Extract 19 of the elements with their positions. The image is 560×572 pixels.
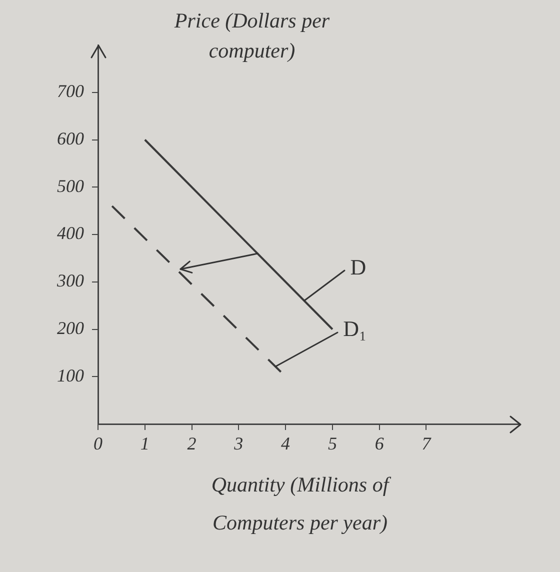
x-tick-label: 4	[281, 434, 290, 454]
y-tick-label: 600	[57, 128, 84, 148]
y-tick-label: 100	[57, 365, 84, 386]
y-tick-label: 700	[57, 81, 84, 102]
x-tick-label: 2	[187, 434, 196, 454]
x-axis-title: Quantity (Millions of Computers per year)	[211, 472, 392, 535]
x-tick-label: 0	[94, 434, 102, 454]
y-tick-label: 400	[57, 223, 84, 244]
x-tick-label: 1	[140, 434, 150, 454]
x-tick-label: 6	[374, 434, 384, 454]
x-tick-label: 5	[328, 434, 337, 454]
text: D	[350, 254, 366, 280]
text: D₁	[343, 316, 367, 342]
y-tick-label: 300	[56, 270, 84, 291]
y-tick-label: 200	[57, 318, 84, 338]
x-tick-label: 7	[422, 434, 432, 454]
x-tick-label: 3	[233, 434, 244, 454]
y-tick-label: 500	[57, 176, 84, 196]
y-axis-title: Price (Dollars per computer)	[173, 8, 330, 63]
